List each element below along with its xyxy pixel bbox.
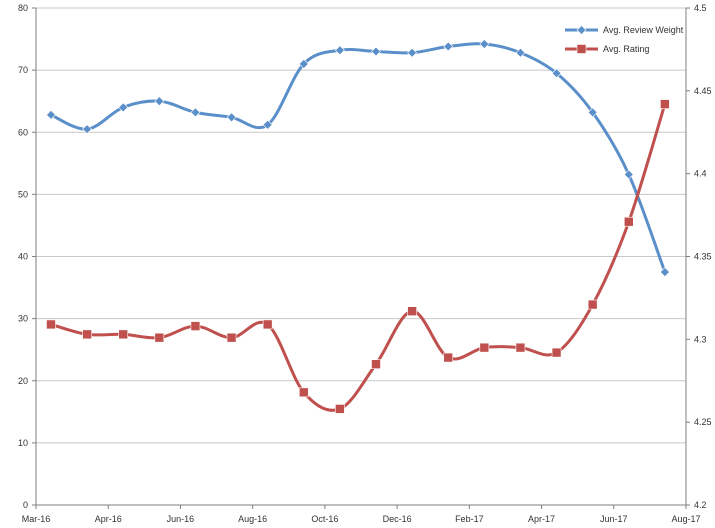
series-0 bbox=[46, 39, 670, 277]
data-point bbox=[587, 107, 598, 118]
data-point bbox=[407, 47, 418, 58]
data-point bbox=[46, 109, 56, 120]
data-point bbox=[226, 332, 237, 343]
legend-swatch-marker bbox=[576, 44, 587, 54]
data-point bbox=[659, 267, 670, 277]
data-point bbox=[298, 387, 309, 398]
legend-label: Avg. Rating bbox=[603, 44, 649, 54]
left-tick-label: 70 bbox=[18, 65, 28, 75]
data-point bbox=[371, 46, 381, 57]
data-point bbox=[298, 58, 309, 69]
right-tick-label: 4.35 bbox=[694, 252, 712, 262]
right-tick-label: 4.4 bbox=[694, 169, 707, 179]
data-point bbox=[118, 329, 129, 340]
data-point bbox=[118, 102, 129, 113]
series-layer bbox=[46, 39, 670, 414]
data-point bbox=[154, 332, 165, 343]
legend-item: Avg. Rating bbox=[565, 44, 649, 54]
left-tick-label: 20 bbox=[18, 376, 28, 386]
left-axis-ticks: 0 10 20 30 40 50 60 70 80 bbox=[18, 3, 28, 510]
data-point bbox=[443, 41, 454, 52]
data-point bbox=[226, 112, 237, 123]
x-tick-label: Oct-16 bbox=[311, 514, 338, 524]
data-point bbox=[515, 47, 526, 58]
left-tick-label: 30 bbox=[18, 314, 28, 324]
data-point bbox=[190, 107, 201, 118]
x-tick-label: Apr-16 bbox=[95, 514, 122, 524]
legend-swatch-marker bbox=[576, 25, 587, 35]
legend-item: Avg. Review Weight bbox=[565, 25, 684, 35]
data-point bbox=[82, 124, 93, 135]
data-point bbox=[551, 347, 562, 358]
data-point bbox=[515, 342, 526, 353]
data-point bbox=[154, 96, 165, 107]
data-point bbox=[551, 68, 562, 79]
gridlines bbox=[36, 7, 686, 444]
data-point bbox=[660, 99, 670, 109]
x-tick-label: Dec-16 bbox=[383, 514, 412, 524]
series-line bbox=[49, 42, 667, 274]
right-tick-label: 4.2 bbox=[694, 500, 707, 510]
data-point bbox=[46, 319, 56, 330]
left-tick-label: 0 bbox=[23, 500, 28, 510]
x-tick-label: Aug-16 bbox=[238, 514, 267, 524]
left-tick-label: 40 bbox=[18, 252, 28, 262]
data-point bbox=[479, 39, 490, 49]
data-point bbox=[623, 169, 634, 180]
x-tick-label: Feb-17 bbox=[455, 514, 484, 524]
data-point bbox=[407, 306, 417, 316]
data-point bbox=[443, 352, 454, 363]
right-tick-label: 4.25 bbox=[694, 417, 712, 427]
right-tick-label: 4.5 bbox=[694, 3, 707, 13]
left-tick-label: 60 bbox=[18, 127, 28, 137]
data-point bbox=[335, 404, 345, 414]
x-tick-label: Jun-17 bbox=[600, 514, 628, 524]
series-line bbox=[49, 102, 667, 412]
legend: Avg. Review Weight Avg. Rating bbox=[565, 25, 684, 54]
right-axis-ticks: 4.2 4.25 4.3 4.35 4.4 4.45 4.5 bbox=[694, 3, 712, 510]
data-point bbox=[479, 342, 490, 353]
data-point bbox=[587, 299, 598, 310]
legend-label: Avg. Review Weight bbox=[603, 25, 684, 35]
x-tick-label: Jun-16 bbox=[167, 514, 195, 524]
x-tick-label: Apr-17 bbox=[528, 514, 555, 524]
left-tick-label: 50 bbox=[18, 189, 28, 199]
data-point bbox=[262, 119, 273, 130]
right-tick-label: 4.45 bbox=[694, 86, 712, 96]
x-tick-label: Mar-16 bbox=[22, 514, 51, 524]
data-point bbox=[334, 45, 345, 56]
series-1 bbox=[46, 99, 670, 414]
x-axis-ticks: Mar-16 Apr-16 Jun-16 Aug-16 Oct-16 Dec-16 Feb-… bbox=[22, 514, 701, 524]
right-tick-label: 4.3 bbox=[694, 334, 707, 344]
data-point bbox=[623, 216, 634, 227]
axes bbox=[32, 7, 690, 509]
data-point bbox=[190, 321, 201, 331]
data-point bbox=[82, 329, 92, 340]
left-tick-label: 80 bbox=[18, 3, 28, 13]
x-tick-label: Aug-17 bbox=[671, 514, 700, 524]
data-point bbox=[262, 319, 273, 330]
data-point bbox=[371, 359, 381, 369]
left-tick-label: 10 bbox=[18, 438, 28, 448]
